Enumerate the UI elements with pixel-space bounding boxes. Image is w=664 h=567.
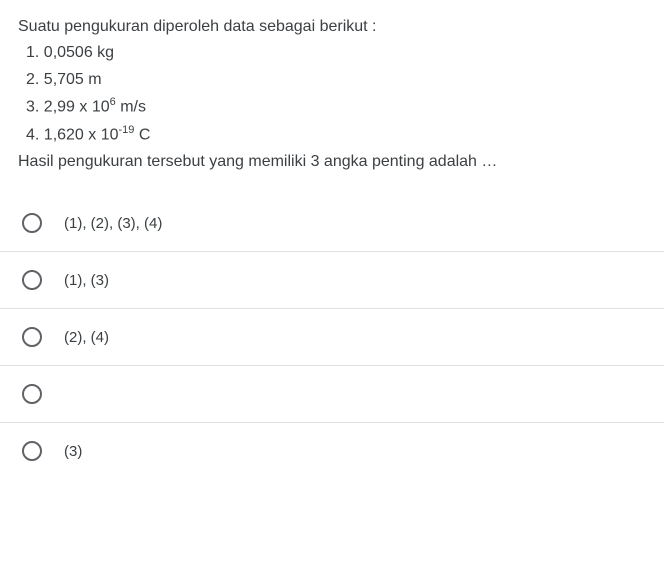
- data-line-1: 1. 0,0506 kg: [18, 40, 646, 66]
- option-label: (1), (3): [64, 272, 109, 289]
- option-5[interactable]: (3): [0, 422, 664, 479]
- option-2[interactable]: (1), (3): [0, 251, 664, 308]
- data-line-3-post: m/s: [116, 99, 146, 116]
- option-3[interactable]: (2), (4): [0, 308, 664, 365]
- data-line-4-sup: -19: [119, 124, 135, 136]
- radio-icon: [22, 213, 42, 233]
- data-line-3-pre: 3. 2,99 x 10: [26, 99, 110, 116]
- data-line-4-post: C: [134, 126, 150, 143]
- data-line-3: 3. 2,99 x 106 m/s: [18, 93, 646, 121]
- radio-icon: [22, 384, 42, 404]
- option-4[interactable]: [0, 365, 664, 422]
- option-1[interactable]: (1), (2), (3), (4): [0, 195, 664, 251]
- data-line-4-pre: 4. 1,620 x 10: [26, 126, 119, 143]
- question-block: Suatu pengukuran diperoleh data sebagai …: [0, 0, 664, 195]
- radio-icon: [22, 327, 42, 347]
- radio-icon: [22, 270, 42, 290]
- options-list: (1), (2), (3), (4) (1), (3) (2), (4) (3): [0, 195, 664, 479]
- question-prompt: Hasil pengukuran tersebut yang memiliki …: [18, 149, 646, 175]
- question-intro: Suatu pengukuran diperoleh data sebagai …: [18, 14, 646, 40]
- radio-icon: [22, 441, 42, 461]
- data-line-2: 2. 5,705 m: [18, 67, 646, 93]
- option-label: (2), (4): [64, 329, 109, 346]
- data-line-4: 4. 1,620 x 10-19 C: [18, 121, 646, 149]
- option-label: (3): [64, 443, 82, 460]
- option-label: (1), (2), (3), (4): [64, 215, 162, 232]
